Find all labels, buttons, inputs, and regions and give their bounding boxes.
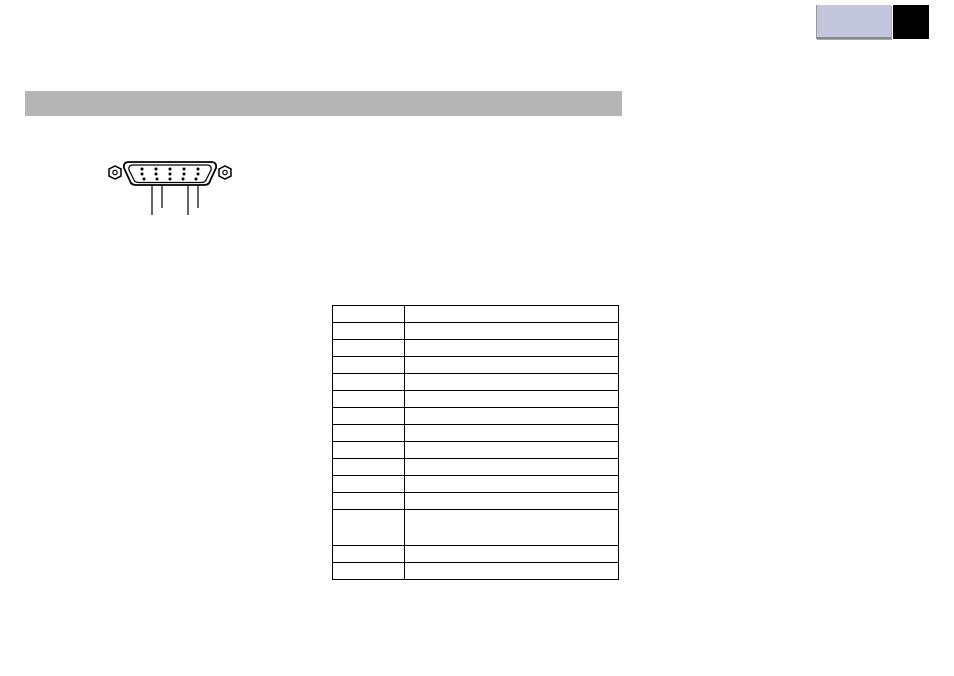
- pin-cell: [333, 323, 405, 340]
- table-row: [333, 391, 619, 408]
- signal-cell: [405, 374, 619, 391]
- pin-cell: [333, 425, 405, 442]
- screw-right-icon: [219, 166, 231, 179]
- table-row: [333, 306, 619, 323]
- screw-left-icon: [109, 166, 121, 179]
- pin-cell: [333, 357, 405, 374]
- signal-cell: [405, 340, 619, 357]
- pin-cell: [333, 408, 405, 425]
- pin-cell: [333, 442, 405, 459]
- pin-cell: [333, 493, 405, 510]
- table-row: [333, 476, 619, 493]
- signal-cell: [405, 323, 619, 340]
- signal-cell: [405, 425, 619, 442]
- signal-cell: [405, 493, 619, 510]
- table-row: [333, 323, 619, 340]
- tab-dark[interactable]: [893, 5, 929, 39]
- signal-cell: [405, 510, 619, 546]
- pin-cell: [333, 459, 405, 476]
- table-row: [333, 546, 619, 563]
- signal-cell: [405, 357, 619, 374]
- signal-cell: [405, 476, 619, 493]
- section-heading-bar: [25, 91, 622, 116]
- table-row: [333, 459, 619, 476]
- signal-cell: [405, 306, 619, 323]
- signal-cell: [405, 408, 619, 425]
- top-tabs: [816, 5, 929, 39]
- vga-connector-diagram: [105, 160, 235, 235]
- pin-cell: [333, 563, 405, 580]
- table-row: [333, 510, 619, 546]
- table-row: [333, 425, 619, 442]
- pin-assignment-table: [332, 305, 619, 580]
- signal-cell: [405, 459, 619, 476]
- table-row: [333, 340, 619, 357]
- pin-cell: [333, 546, 405, 563]
- table-row: [333, 563, 619, 580]
- table-row: [333, 493, 619, 510]
- signal-cell: [405, 391, 619, 408]
- table-row: [333, 442, 619, 459]
- signal-cell: [405, 546, 619, 563]
- signal-cell: [405, 563, 619, 580]
- table-row: [333, 357, 619, 374]
- table-row: [333, 374, 619, 391]
- signal-cell: [405, 442, 619, 459]
- table-row: [333, 408, 619, 425]
- pin-cell: [333, 476, 405, 493]
- pin-cell: [333, 340, 405, 357]
- tab-light[interactable]: [816, 5, 891, 39]
- pin-cell: [333, 374, 405, 391]
- pin-cell: [333, 306, 405, 323]
- pin-cell: [333, 391, 405, 408]
- pin-cell: [333, 510, 405, 546]
